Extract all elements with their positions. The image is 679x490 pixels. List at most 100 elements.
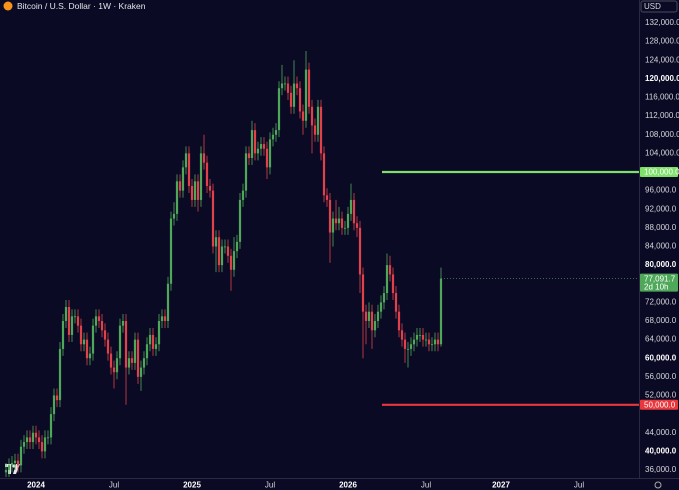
candle-body xyxy=(55,395,59,401)
candle xyxy=(382,286,386,310)
candle xyxy=(403,332,407,363)
candle xyxy=(25,430,29,450)
candle xyxy=(154,337,158,356)
candle xyxy=(226,239,230,263)
candle xyxy=(268,132,272,175)
y-tick-label: 36,000.0 xyxy=(645,465,677,474)
candle-body xyxy=(220,246,224,266)
candle-body xyxy=(358,227,362,275)
candle xyxy=(394,286,398,319)
candle-body xyxy=(91,325,95,354)
countdown: 2d 10h xyxy=(644,282,668,291)
candle-body xyxy=(94,316,98,326)
candle xyxy=(430,337,434,352)
candle-body xyxy=(115,358,119,373)
candle xyxy=(34,425,38,445)
candle xyxy=(283,76,287,91)
candle xyxy=(310,99,314,154)
candle-body xyxy=(136,339,140,377)
y-tick-label: 124,000.0 xyxy=(645,55,679,64)
candle xyxy=(181,160,185,198)
candle-body xyxy=(268,139,272,168)
candle xyxy=(409,337,413,356)
candle xyxy=(304,50,308,128)
candle-body xyxy=(145,344,149,359)
candle xyxy=(121,314,125,333)
candle xyxy=(40,435,44,459)
candle xyxy=(82,332,86,352)
last-price-label: 77,091.7 xyxy=(644,274,676,283)
candle xyxy=(7,458,11,477)
candle xyxy=(238,192,242,249)
y-tick-label: 72,000.0 xyxy=(645,297,677,306)
candle-body xyxy=(412,339,416,345)
candle-body xyxy=(349,199,353,214)
candle xyxy=(112,360,116,389)
candle xyxy=(313,118,317,142)
candle xyxy=(172,202,176,226)
candle-body xyxy=(25,437,29,443)
candle xyxy=(388,255,392,282)
candle-body xyxy=(307,69,311,107)
candle-body xyxy=(166,283,170,321)
candle-body xyxy=(388,265,392,275)
candle xyxy=(256,141,260,161)
candle-body xyxy=(289,92,293,107)
candle-body xyxy=(64,307,68,321)
candle xyxy=(367,302,371,328)
candle-body xyxy=(49,414,53,438)
candle xyxy=(79,318,83,352)
candle xyxy=(325,188,329,207)
y-tick-label: 84,000.0 xyxy=(645,242,677,251)
candle xyxy=(106,332,110,361)
candle-body xyxy=(127,358,131,368)
candle-body xyxy=(232,251,236,270)
candle xyxy=(214,230,218,273)
candle xyxy=(253,123,257,161)
candle xyxy=(274,123,278,142)
candle xyxy=(76,309,80,333)
y-tick-label: 92,000.0 xyxy=(645,204,677,213)
last-price-tag xyxy=(640,273,678,292)
y-tick-label: 52,000.0 xyxy=(645,391,677,400)
candle xyxy=(265,141,269,179)
candle xyxy=(340,211,344,235)
candle-body xyxy=(313,125,317,135)
candle-body xyxy=(214,237,218,247)
candle-body xyxy=(43,437,47,452)
candle xyxy=(319,99,323,161)
candle-body xyxy=(181,167,185,191)
candle-body xyxy=(202,153,206,163)
candle xyxy=(157,314,161,352)
candle xyxy=(223,239,227,254)
candle-body xyxy=(37,437,41,443)
x-tick-label: Jul xyxy=(109,481,119,490)
x-tick-label: Jul xyxy=(265,481,275,490)
candle-body xyxy=(367,311,371,321)
candle xyxy=(37,430,41,450)
y-tick-label: 96,000.0 xyxy=(645,186,677,195)
candle-body xyxy=(169,218,173,284)
candle xyxy=(400,323,404,347)
candle xyxy=(103,323,107,347)
candle-body xyxy=(436,339,440,345)
candle xyxy=(235,234,239,259)
candle xyxy=(298,81,302,119)
candle xyxy=(247,146,251,166)
level-tag xyxy=(640,399,678,410)
candle-body xyxy=(112,367,116,373)
candle xyxy=(187,146,191,193)
candle-body xyxy=(82,339,86,345)
candle-body xyxy=(97,316,101,321)
settings-icon[interactable] xyxy=(654,481,662,489)
candle xyxy=(115,351,119,380)
candle xyxy=(49,407,53,445)
candle-body xyxy=(340,218,344,228)
candle xyxy=(91,318,95,361)
candle xyxy=(346,206,350,235)
candle xyxy=(118,318,122,366)
candle-body xyxy=(67,307,71,335)
candle xyxy=(199,146,203,207)
currency: USD xyxy=(644,2,661,11)
candle xyxy=(142,351,146,375)
